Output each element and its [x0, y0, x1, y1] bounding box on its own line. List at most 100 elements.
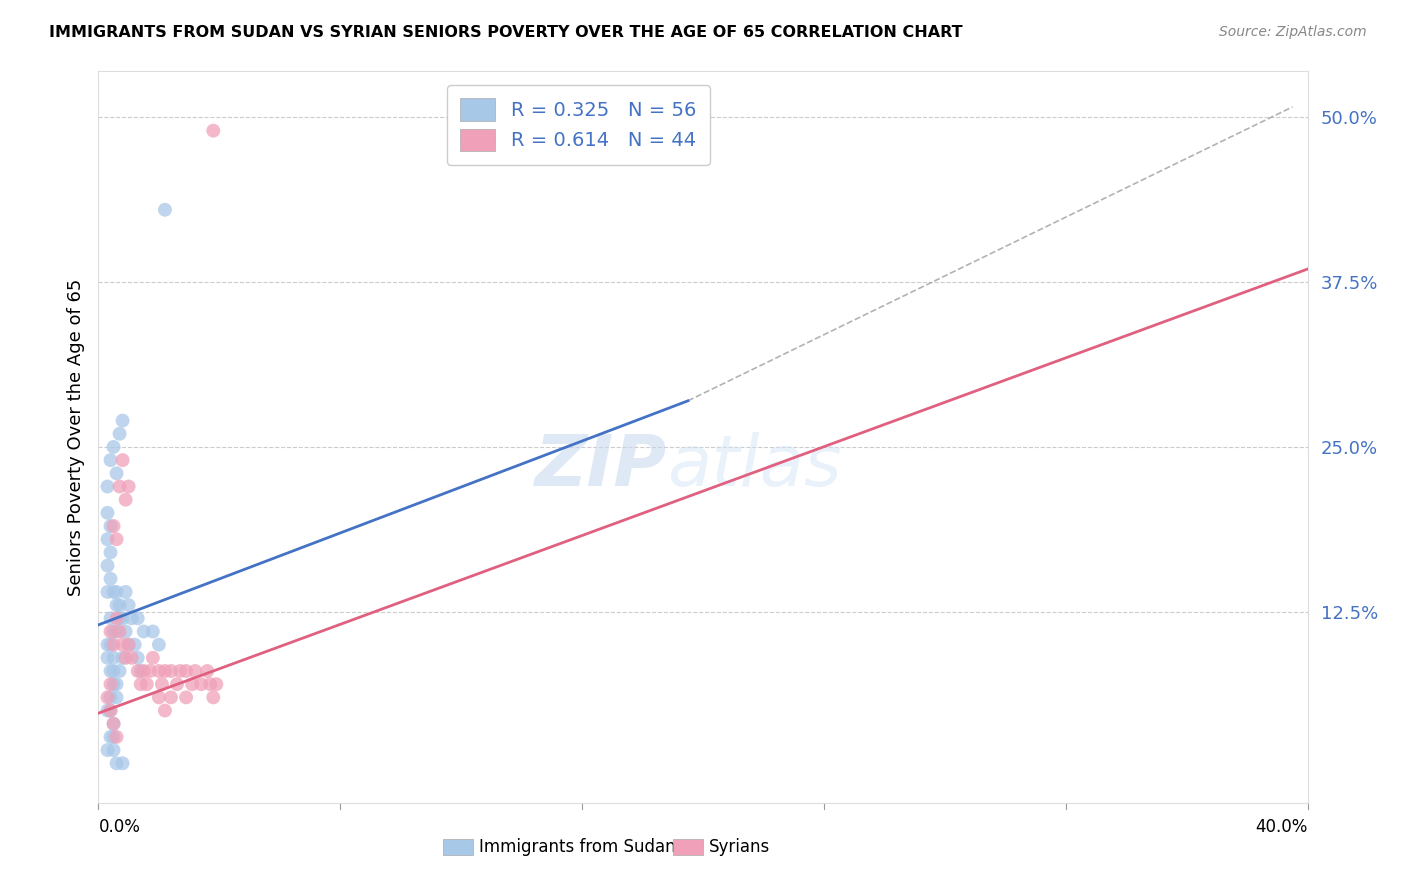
Point [118, 598, 141, 612]
Point [142, 624, 165, 639]
Point [100, 638, 122, 652]
Point [100, 704, 122, 718]
Text: Syrians: Syrians [709, 838, 770, 855]
Point [103, 677, 125, 691]
Point [105, 467, 128, 481]
Point [108, 624, 131, 639]
Point [195, 664, 218, 678]
Point [132, 624, 155, 639]
Point [108, 611, 131, 625]
Point [111, 638, 134, 652]
Point [127, 611, 149, 625]
Point [150, 677, 173, 691]
Point [100, 519, 122, 533]
Point [111, 453, 134, 467]
Point [105, 690, 128, 705]
Text: ZIP: ZIP [534, 432, 666, 500]
Text: Immigrants from Sudan: Immigrants from Sudan [479, 838, 676, 855]
Point [160, 690, 183, 705]
Point [174, 690, 197, 705]
Point [181, 677, 204, 691]
Point [153, 704, 176, 718]
Point [96, 704, 118, 718]
Point [100, 572, 122, 586]
Legend: R = 0.325   N = 56, R = 0.614   N = 44: R = 0.325 N = 56, R = 0.614 N = 44 [447, 85, 710, 165]
Point [202, 690, 225, 705]
Point [103, 519, 125, 533]
Point [105, 730, 128, 744]
Text: 40.0%: 40.0% [1256, 818, 1308, 836]
Point [103, 716, 125, 731]
Point [100, 677, 122, 691]
Point [129, 664, 152, 678]
Point [100, 611, 122, 625]
Point [160, 664, 183, 678]
Point [205, 677, 228, 691]
Point [135, 677, 157, 691]
Point [103, 585, 125, 599]
Point [100, 704, 122, 718]
Point [118, 638, 141, 652]
Point [121, 650, 143, 665]
Point [114, 585, 136, 599]
Point [105, 533, 128, 547]
Point [202, 123, 225, 137]
Point [96, 650, 118, 665]
Point [111, 414, 134, 428]
Point [103, 638, 125, 652]
Point [108, 664, 131, 678]
Point [108, 598, 131, 612]
Text: 0.0%: 0.0% [98, 818, 141, 836]
Point [105, 598, 128, 612]
Bar [443, 839, 474, 855]
Point [121, 611, 143, 625]
Text: atlas: atlas [666, 432, 841, 500]
Point [103, 664, 125, 678]
Point [105, 624, 128, 639]
Point [142, 650, 165, 665]
Point [105, 677, 128, 691]
Point [184, 664, 207, 678]
Point [103, 730, 125, 744]
Point [96, 585, 118, 599]
Bar [672, 839, 703, 855]
Point [114, 650, 136, 665]
Point [103, 650, 125, 665]
Point [100, 453, 122, 467]
Point [127, 650, 149, 665]
Text: IMMIGRANTS FROM SUDAN VS SYRIAN SENIORS POVERTY OVER THE AGE OF 65 CORRELATION C: IMMIGRANTS FROM SUDAN VS SYRIAN SENIORS … [49, 25, 963, 40]
Point [153, 202, 176, 217]
Point [132, 664, 155, 678]
Point [96, 479, 118, 493]
Point [166, 677, 188, 691]
Point [148, 638, 170, 652]
Point [118, 638, 141, 652]
Point [124, 638, 146, 652]
Point [105, 585, 128, 599]
Point [96, 533, 118, 547]
Point [111, 650, 134, 665]
Point [103, 624, 125, 639]
Point [108, 479, 131, 493]
Point [100, 664, 122, 678]
Point [127, 664, 149, 678]
Point [114, 492, 136, 507]
Point [100, 624, 122, 639]
Point [96, 743, 118, 757]
Point [96, 558, 118, 573]
Point [169, 664, 191, 678]
Point [96, 506, 118, 520]
Point [100, 730, 122, 744]
Point [111, 756, 134, 771]
Point [96, 690, 118, 705]
Point [174, 664, 197, 678]
Point [148, 690, 170, 705]
Point [111, 611, 134, 625]
Point [96, 638, 118, 652]
Point [200, 677, 222, 691]
Point [139, 664, 162, 678]
Point [100, 545, 122, 559]
Point [105, 611, 128, 625]
Point [103, 743, 125, 757]
Point [129, 677, 152, 691]
